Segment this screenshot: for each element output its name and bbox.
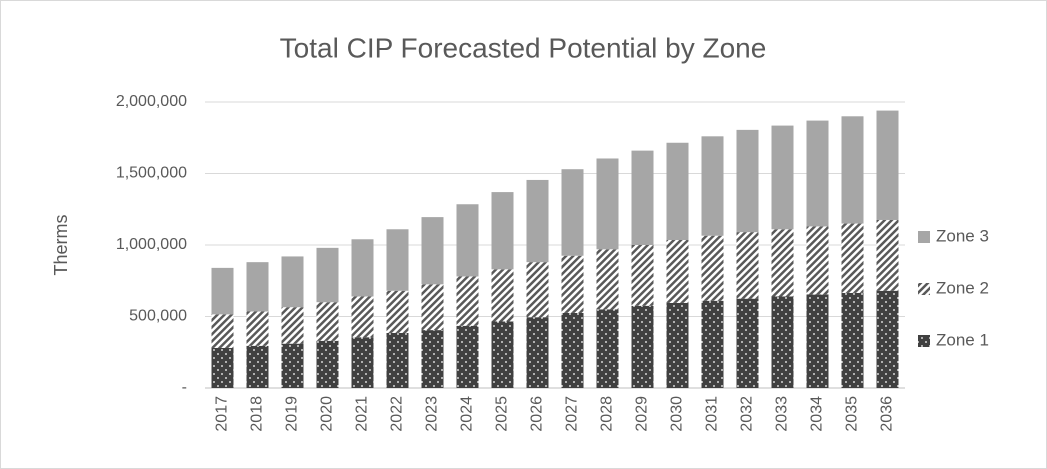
x-tick-label: 2030: [669, 396, 686, 432]
legend-label: Zone 3: [936, 226, 989, 245]
bar-segment: [246, 311, 269, 346]
y-tick-label: 2,000,000: [116, 93, 187, 110]
bar-segment: [631, 305, 654, 388]
bar-segment: [561, 255, 584, 313]
bar-segment: [386, 229, 409, 291]
bar-segment: [736, 129, 759, 233]
bar-segment: [351, 337, 374, 388]
bar-segment: [701, 300, 724, 388]
x-tick-label: 2029: [634, 396, 651, 432]
bar-segment: [246, 262, 269, 312]
bar-segment: [876, 290, 899, 388]
bar-segment: [596, 309, 619, 388]
bar-segment: [386, 290, 409, 333]
y-tick-label: 1,000,000: [116, 236, 187, 253]
y-tick-label: -: [182, 379, 187, 396]
bar-segment: [876, 219, 899, 291]
x-tick-label: 2033: [774, 396, 791, 432]
bar-segment: [526, 317, 549, 388]
x-tick-label: 2020: [319, 396, 336, 432]
bar-segment: [876, 110, 899, 220]
x-tick-label: 2035: [844, 396, 861, 432]
bar-segment: [491, 269, 514, 322]
bar-segment: [316, 302, 339, 341]
bar-segment: [456, 325, 479, 388]
bar-segment: [701, 136, 724, 236]
x-tick-label: 2019: [284, 396, 301, 432]
x-tick-label: 2021: [354, 396, 371, 432]
bar-segment: [666, 142, 689, 240]
bar-segment: [281, 343, 304, 388]
legend-swatch: [918, 231, 930, 243]
bar-segment: [281, 256, 304, 308]
x-tick-label: 2017: [214, 396, 231, 432]
bar-segment: [631, 245, 654, 306]
bar-segment: [561, 169, 584, 256]
bar-segment: [526, 262, 549, 318]
bar-segment: [316, 340, 339, 388]
bar-segment: [806, 120, 829, 227]
x-tick-label: 2032: [739, 396, 756, 432]
bar-segment: [211, 267, 234, 315]
bar-segment: [526, 179, 549, 263]
legend-label: Zone 2: [936, 278, 989, 297]
chart-title: Total CIP Forecasted Potential by Zone: [280, 32, 767, 63]
x-tick-label: 2025: [494, 396, 511, 432]
bar-segment: [421, 217, 444, 285]
bar-segment: [806, 226, 829, 295]
bar-segment: [806, 294, 829, 388]
bar-segment: [281, 307, 304, 344]
bar-segment: [491, 321, 514, 388]
bar-segment: [666, 239, 689, 303]
bar-segment: [596, 158, 619, 250]
bar-segment: [491, 192, 514, 270]
bar-segment: [211, 347, 234, 388]
bar-segment: [316, 247, 339, 303]
legend-swatch: [918, 335, 930, 347]
bar-segment: [456, 204, 479, 277]
bar-segment: [771, 296, 794, 388]
x-tick-label: 2027: [564, 396, 581, 432]
x-tick-label: 2024: [459, 396, 476, 432]
x-tick-label: 2031: [704, 396, 721, 432]
bar-segment: [246, 345, 269, 388]
bar-segment: [841, 223, 864, 293]
y-tick-label: 500,000: [129, 308, 187, 325]
bar-segment: [736, 232, 759, 299]
x-tick-label: 2034: [809, 396, 826, 432]
bar-segment: [421, 284, 444, 331]
bar-segment: [351, 296, 374, 338]
bar-segment: [211, 314, 234, 348]
bar-segment: [841, 116, 864, 224]
y-tick-label: 1,500,000: [116, 165, 187, 182]
bar-segment: [386, 332, 409, 388]
bar-segment: [771, 125, 794, 230]
bar-segment: [421, 330, 444, 388]
bar-segment: [631, 150, 654, 245]
bar-segment: [351, 239, 374, 297]
bar-segment: [771, 229, 794, 297]
bar-segment: [736, 298, 759, 388]
legend-label: Zone 1: [936, 330, 989, 349]
legend-swatch: [918, 283, 930, 295]
x-tick-label: 2026: [529, 396, 546, 432]
x-tick-label: 2022: [389, 396, 406, 432]
bar-segment: [596, 249, 619, 310]
bar-segment: [841, 292, 864, 388]
bar-segment: [666, 302, 689, 388]
x-tick-label: 2036: [879, 396, 896, 432]
y-axis-label: Therms: [51, 214, 71, 275]
bar-segment: [456, 276, 479, 326]
x-tick-label: 2023: [424, 396, 441, 432]
bar-segment: [561, 312, 584, 388]
x-tick-label: 2028: [599, 396, 616, 432]
bar-segment: [701, 235, 724, 301]
x-tick-label: 2018: [249, 396, 266, 432]
